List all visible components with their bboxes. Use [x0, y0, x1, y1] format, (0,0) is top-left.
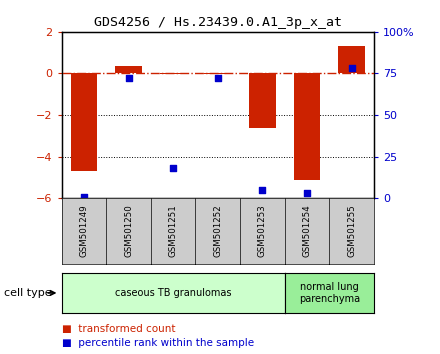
Bar: [249, 74, 276, 127]
Point: [214, 76, 221, 81]
Text: ■  percentile rank within the sample: ■ percentile rank within the sample: [62, 338, 254, 348]
Text: normal lung
parenchyma: normal lung parenchyma: [299, 282, 360, 304]
Title: GDS4256 / Hs.23439.0.A1_3p_x_at: GDS4256 / Hs.23439.0.A1_3p_x_at: [94, 16, 342, 29]
Point: [259, 187, 266, 193]
Text: GSM501252: GSM501252: [213, 205, 222, 257]
Point: [125, 76, 132, 81]
Point: [348, 65, 355, 71]
Bar: [293, 74, 320, 179]
Text: GSM501251: GSM501251: [169, 205, 178, 257]
Point: [170, 165, 177, 171]
Bar: [70, 74, 97, 171]
Text: GSM501249: GSM501249: [79, 205, 88, 257]
Text: GSM501253: GSM501253: [258, 205, 267, 257]
Text: GSM501250: GSM501250: [124, 205, 133, 257]
Bar: [338, 46, 365, 74]
Text: GSM501255: GSM501255: [347, 205, 356, 257]
Point: [81, 194, 88, 199]
Text: caseous TB granulomas: caseous TB granulomas: [115, 288, 231, 298]
Text: ■  transformed count: ■ transformed count: [62, 324, 175, 333]
Text: cell type: cell type: [4, 288, 52, 298]
Point: [304, 190, 311, 196]
Text: GSM501254: GSM501254: [303, 205, 312, 257]
Bar: [115, 66, 142, 74]
